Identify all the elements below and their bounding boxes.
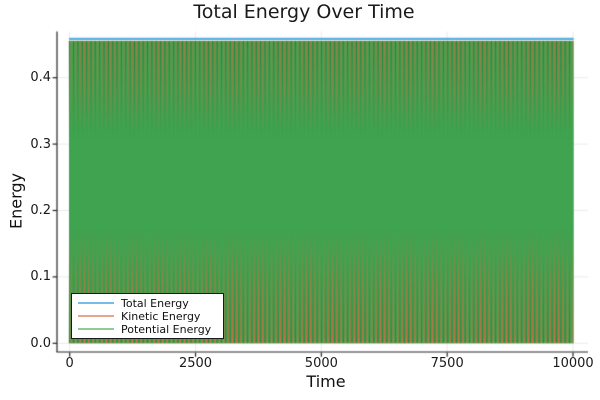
potential-energy-line-swatch	[78, 328, 114, 330]
x-tick-label: 5000	[304, 356, 338, 371]
x-axis-label: Time	[306, 372, 346, 391]
x-tick-label: 10000	[552, 356, 594, 371]
y-tick-label: 0.2	[30, 203, 51, 218]
chart-title: Total Energy Over Time	[193, 1, 415, 23]
y-tick-label: 0.0	[30, 335, 51, 351]
total-energy-line-swatch	[78, 302, 114, 304]
legend-label-potential-energy: Potential Energy	[121, 322, 212, 336]
x-tick-label: 2500	[178, 356, 213, 371]
y-axis-label: Energy	[6, 172, 26, 230]
y-tick-label: 0.3	[30, 136, 51, 152]
x-tick-label: 7500	[430, 356, 464, 371]
y-tick-label: 0.1	[30, 269, 51, 285]
legend-item-kinetic-energy: Kinetic Energy	[78, 310, 219, 323]
kinetic-energy-line-swatch	[78, 315, 114, 317]
y-tick-label: 0.4	[30, 70, 51, 86]
x-tick-label: 0	[65, 356, 74, 371]
legend-label-total-energy: Total Energy	[121, 296, 189, 310]
legend-label-kinetic-energy: Kinetic Energy	[121, 309, 201, 323]
legend-item-total-energy: Total Energy	[78, 297, 219, 310]
legend-box: Total Energy Kinetic Energy Potential En…	[71, 293, 224, 339]
legend-item-potential-energy: Potential Energy	[78, 323, 219, 336]
